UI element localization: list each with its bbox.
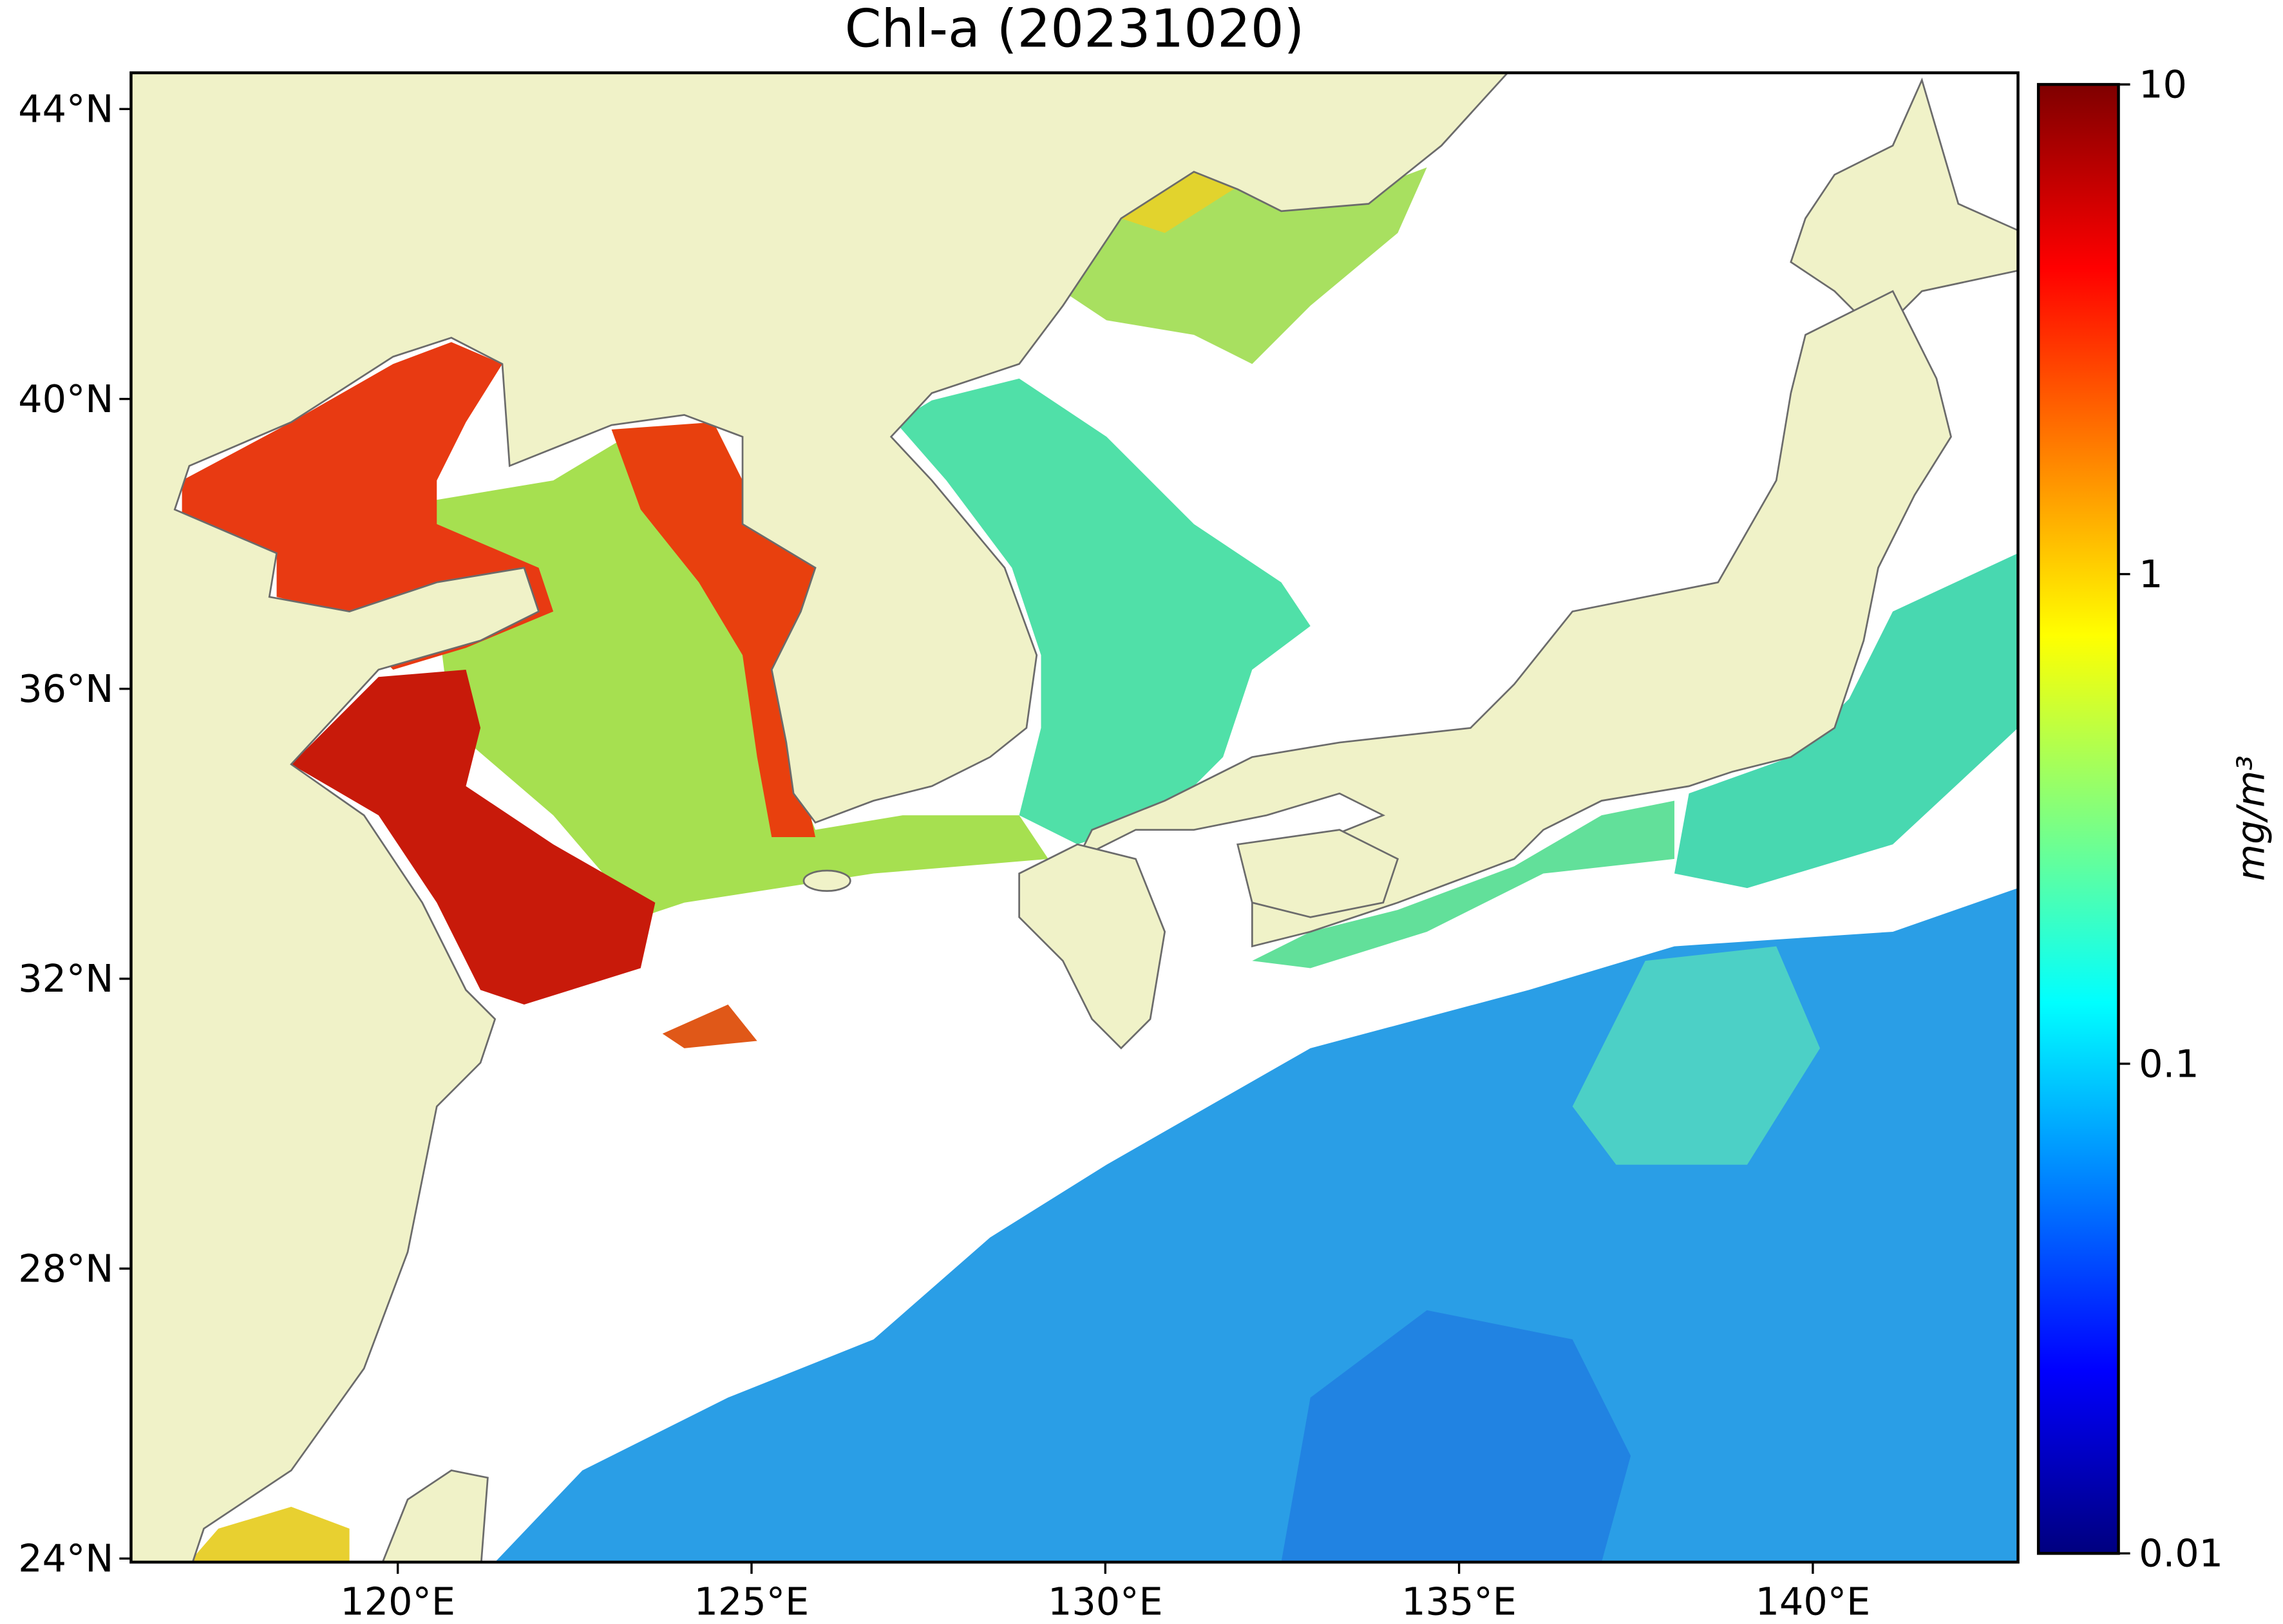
- chl-japan-coast: [1674, 553, 2018, 889]
- x-tick-label: 140°E: [1756, 1579, 1871, 1623]
- land-asia: [131, 73, 1509, 1562]
- map: [131, 73, 2018, 1562]
- y-tick-label: 44°N: [18, 87, 113, 131]
- y-tick-label: 24°N: [18, 1536, 113, 1581]
- colorbar-tick-label: 1: [2139, 552, 2163, 596]
- land-jeju: [802, 869, 851, 892]
- x-tick-label: 135°E: [1401, 1579, 1517, 1623]
- map-frame: [129, 71, 2020, 1564]
- y-tick-label: 28°N: [18, 1246, 113, 1290]
- y-tick-label: 32°N: [18, 956, 113, 1001]
- colorbar: [2036, 82, 2120, 1555]
- land-taiwan: [381, 1469, 489, 1562]
- chl-pacific-mid: [1572, 946, 1821, 1165]
- colorbar-tick-label: 0.01: [2139, 1531, 2223, 1576]
- land-shikoku: [1236, 829, 1399, 918]
- chl-china-coast: [291, 670, 656, 1005]
- chl-yellow-sea: [422, 422, 1048, 918]
- chl-pacific-low: [1281, 1310, 1631, 1562]
- chl-sea-of-japan: [895, 378, 1311, 845]
- x-tick-label: 125°E: [694, 1579, 810, 1623]
- colorbar-label: mg/m³: [2229, 755, 2273, 881]
- x-tick-label: 130°E: [1048, 1579, 1163, 1623]
- colorbar-tick-label: 10: [2139, 62, 2187, 106]
- land-kyushu: [1018, 843, 1166, 1050]
- chl-taiwan-strait: [189, 1507, 350, 1562]
- colorbar-tick-label: 0.1: [2139, 1041, 2199, 1086]
- title: Chl-a (20231020): [845, 0, 1305, 59]
- y-tick-label: 40°N: [18, 377, 113, 421]
- chl-shikoku-coast: [1252, 800, 1674, 968]
- x-tick-label: 120°E: [340, 1579, 455, 1623]
- y-tick-label: 36°N: [18, 666, 113, 711]
- chl-east-china: [662, 1005, 757, 1048]
